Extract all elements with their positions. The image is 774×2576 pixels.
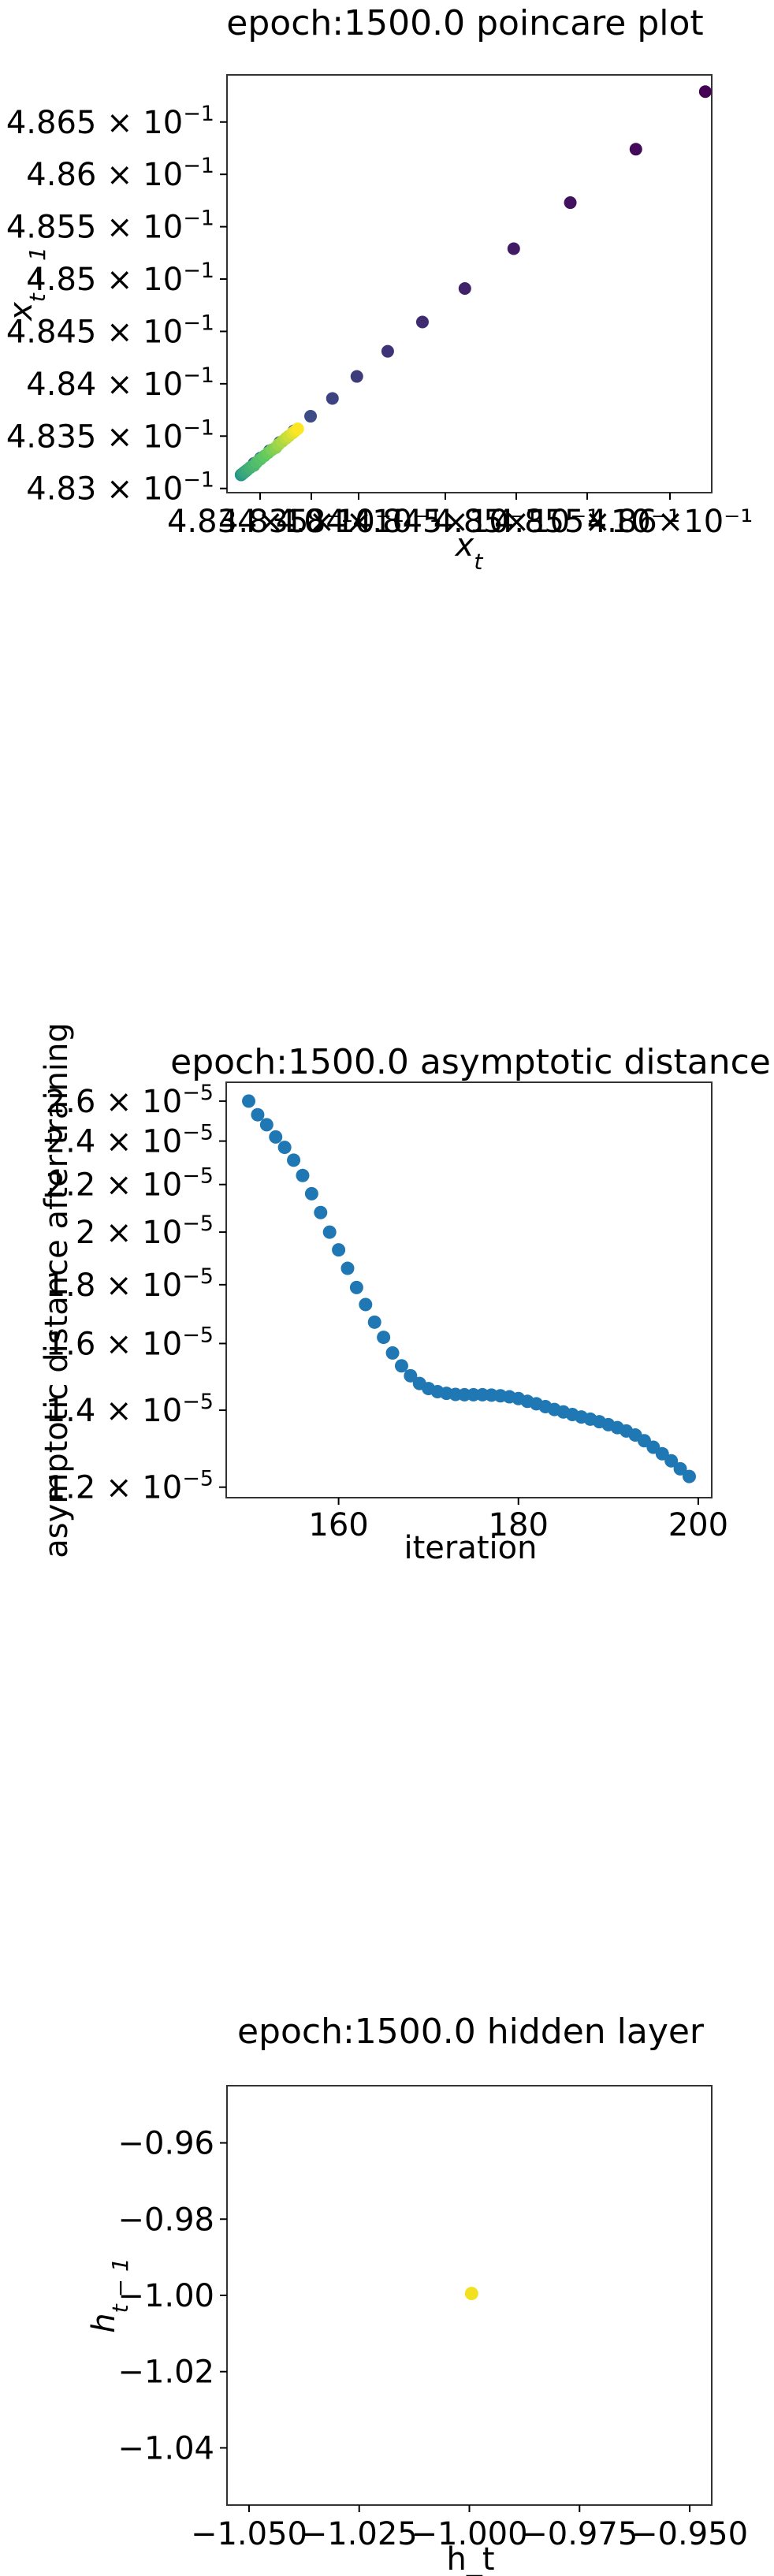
y-tick-label: 4.845 × 10−1: [6, 311, 214, 350]
data-point: [304, 410, 318, 423]
x-tick-label: 4.845×10⁻¹: [352, 504, 538, 540]
data-point: [682, 1469, 696, 1483]
data-point: [349, 1280, 363, 1294]
hidden-layer-points: [464, 2287, 478, 2301]
hidden-layer-y-label: ht − 1: [86, 2258, 133, 2332]
hidden-layer-title: epoch:1500.0 hidden layer: [237, 2012, 705, 2052]
data-point: [251, 1107, 265, 1122]
x-tick-label: 4.86×10⁻¹: [587, 504, 754, 540]
asymptotic-distance-title: epoch:1500.0 asymptotic distance: [170, 1042, 771, 1082]
x-tick-label: 4.835×10⁻¹: [218, 504, 404, 540]
y-tick-label: 4.86 × 10−1: [26, 154, 214, 193]
x-tick-label: 4.855×10⁻¹: [494, 504, 680, 540]
data-point: [340, 1261, 355, 1275]
y-tick-label: 4.855 × 10−1: [6, 207, 214, 246]
asymptotic-x-ticks: 160 180 200: [308, 1498, 728, 1543]
y-tick-label: −1.02: [117, 2355, 214, 2391]
y-tick-label: −1.00: [117, 2278, 214, 2314]
hidden-layer-x-ticks: −1.050−1.025−1.000−0.975−0.950: [191, 2505, 748, 2552]
data-point: [287, 1153, 301, 1167]
asymptotic-distance-plot: epoch:1500.0 asymptotic distance 1.2 × 1…: [39, 1022, 771, 1566]
data-point: [464, 2287, 478, 2301]
data-point: [664, 1454, 679, 1468]
hidden-layer-x-label: h_t: [446, 2541, 494, 2576]
data-point: [564, 196, 577, 210]
poincare-plot-frame: [226, 74, 713, 493]
data-point: [458, 281, 471, 295]
data-point: [673, 1461, 687, 1476]
x-tick-label: −0.950: [631, 2516, 748, 2552]
data-point: [304, 1186, 318, 1201]
x-tick-label: 200: [668, 1507, 728, 1543]
data-point: [385, 1346, 400, 1360]
data-point: [394, 1359, 408, 1373]
y-tick-label: 4.835 × 10−1: [6, 415, 214, 455]
y-tick-label: 1.6 × 10−5: [46, 1323, 214, 1362]
data-point: [367, 1315, 381, 1329]
data-point: [242, 1094, 256, 1108]
y-tick-label: 2 × 10−5: [76, 1212, 214, 1251]
poincare-points: [234, 85, 712, 482]
x-tick-label: −1.025: [301, 2516, 418, 2552]
data-point: [629, 143, 642, 156]
y-tick-label: 1.8 × 10−5: [46, 1264, 214, 1304]
data-point: [259, 1118, 274, 1132]
data-point: [404, 1368, 418, 1383]
asymptotic-x-label: iteration: [404, 1530, 538, 1566]
asymptotic-y-label: asymptotic distance after training: [39, 1022, 75, 1558]
y-tick-label: 2.2 × 10−5: [46, 1164, 214, 1204]
data-point: [277, 1141, 292, 1155]
y-tick-label: 4.865 × 10−1: [6, 102, 214, 141]
asymptotic-points: [242, 1094, 696, 1483]
data-point: [296, 1168, 310, 1182]
y-tick-label: −0.96: [117, 2126, 214, 2162]
data-point: [698, 85, 712, 99]
data-point: [269, 1130, 283, 1144]
hidden-layer-y-ticks: −0.96 −0.98 −1.00 −1.02 −1.04: [117, 2126, 227, 2466]
data-point: [350, 370, 363, 383]
y-tick-label: 1.2 × 10−5: [46, 1467, 214, 1506]
poincare-x-ticks: 4.834×10⁻¹4.835×10⁻¹4.84×10⁻¹4.845×10⁻¹4…: [167, 493, 753, 540]
x-tick-label: −1.000: [411, 2516, 527, 2552]
data-point: [415, 315, 429, 329]
y-tick-label: 2.4 × 10−5: [46, 1121, 214, 1160]
x-tick-label: 4.85×10⁻¹: [434, 504, 600, 540]
x-tick-label: −1.050: [191, 2516, 307, 2552]
data-point: [326, 392, 339, 405]
y-tick-label: 4.83 × 10−1: [26, 468, 214, 508]
data-point: [655, 1446, 669, 1461]
data-point: [359, 1297, 373, 1312]
y-tick-label: 1.4 × 10−5: [46, 1390, 214, 1429]
poincare-plot: epoch:1500.0 poincare plot 4.83 × 10−14.…: [3, 3, 753, 575]
poincare-plot-title: epoch:1500.0 poincare plot: [226, 3, 703, 43]
hidden-layer-plot: epoch:1500.0 hidden layer −0.96 −0.98 −1.0…: [86, 2012, 748, 2576]
data-point: [322, 1225, 337, 1239]
x-tick-label: 160: [308, 1507, 368, 1543]
data-point: [381, 344, 394, 358]
poincare-y-ticks: 4.83 × 10−1 4.835 × 10−1 4.84 × 10−1 4.845 …: [6, 102, 227, 508]
y-tick-label: 4.85 × 10−1: [26, 259, 214, 298]
data-point: [507, 242, 520, 255]
y-tick-label: 4.84 × 10−1: [26, 363, 214, 403]
data-point: [377, 1331, 391, 1345]
x-tick-label: 180: [489, 1507, 549, 1543]
data-point: [332, 1243, 346, 1257]
y-tick-label: 2.6 × 10−5: [46, 1081, 214, 1120]
data-point: [314, 1205, 328, 1219]
asymptotic-distance-frame: [225, 1081, 713, 1498]
y-tick-label: −1.04: [117, 2430, 214, 2466]
asymptotic-y-ticks: 1.2 × 10−5 1.4 × 10−5 1.6 × 10−5 1.8 × 10−5…: [46, 1081, 226, 1506]
poincare-y-label: xt − 1: [3, 247, 50, 322]
x-tick-label: 4.84×10⁻¹: [276, 504, 442, 540]
data-point: [291, 422, 304, 435]
x-tick-label: 4.834×10⁻¹: [167, 504, 353, 540]
y-tick-label: −0.98: [117, 2202, 214, 2238]
x-tick-label: −0.975: [521, 2516, 638, 2552]
